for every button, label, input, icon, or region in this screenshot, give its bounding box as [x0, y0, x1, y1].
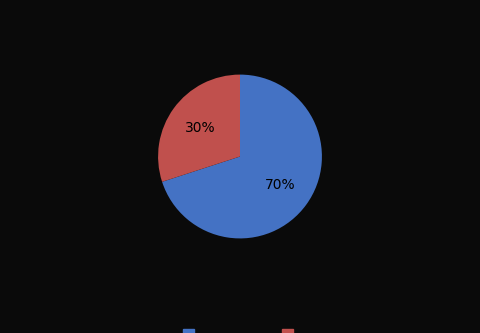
Text: 70%: 70% [264, 178, 295, 192]
Legend: , : , [179, 324, 301, 333]
Wedge shape [158, 75, 240, 182]
Text: 30%: 30% [185, 121, 216, 135]
Wedge shape [162, 75, 322, 238]
